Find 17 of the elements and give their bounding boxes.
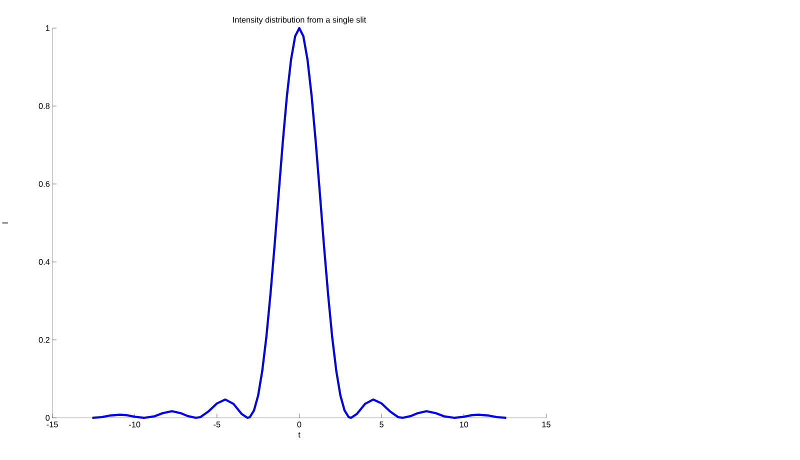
y-axis-title: I xyxy=(2,222,8,224)
x-tick-label: 0 xyxy=(297,422,302,428)
x-tick-label: 10 xyxy=(460,422,468,428)
y-tick-label: 0.4 xyxy=(38,259,50,266)
x-tick-label: -15 xyxy=(46,422,58,428)
y-tick-label: 0.8 xyxy=(38,103,50,110)
y-tick-label: 0.2 xyxy=(38,337,50,343)
y-tick-label: 0 xyxy=(46,415,50,421)
x-tick-label: 5 xyxy=(380,422,384,428)
chart-title: Intensity distribution from a single slit xyxy=(233,16,366,24)
x-tick-label: 15 xyxy=(542,422,550,428)
x-tick-label: -10 xyxy=(129,422,140,428)
line-series xyxy=(91,27,508,420)
y-tick-label: 1 xyxy=(46,25,50,32)
x-tick-label: -5 xyxy=(214,422,220,428)
y-tick-label: 0.6 xyxy=(38,181,50,188)
x-axis-title: t xyxy=(298,432,300,438)
